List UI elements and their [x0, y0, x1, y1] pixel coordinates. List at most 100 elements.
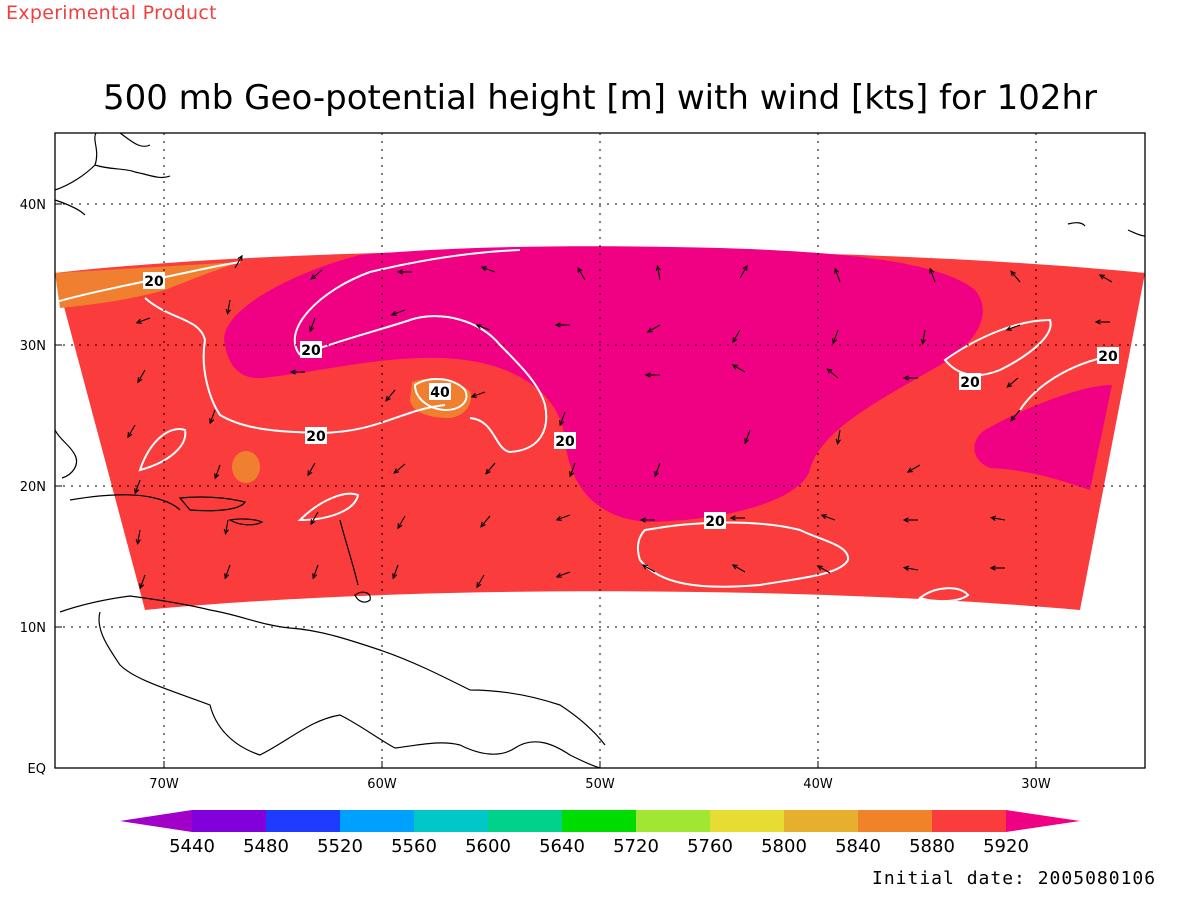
- height-band-above-5920-main: [224, 246, 983, 522]
- lon-tick-label: 50W: [585, 777, 615, 792]
- wind-arrow: [820, 514, 836, 521]
- wind-contour-40: [413, 378, 468, 412]
- lat-tick-label: EQ: [28, 762, 46, 777]
- colorbar-level-label: 5880: [909, 836, 955, 857]
- wind-arrow: [476, 574, 485, 589]
- wind-arrow: [816, 565, 831, 574]
- experimental-product-label: Experimental Product: [6, 2, 217, 24]
- wind-arrow: [480, 515, 491, 528]
- colorbar-level-label: 5800: [761, 836, 807, 857]
- map-title: 500 mb Geo-potential height [m] with win…: [102, 78, 1098, 118]
- wind-arrow: [644, 372, 660, 378]
- lat-tick-label: 20N: [20, 480, 46, 495]
- wind-arrow: [234, 254, 243, 269]
- lon-tick-labels: 70W 60W 50W 40W 30W: [149, 777, 1051, 792]
- svg-text:20: 20: [960, 375, 980, 391]
- coastline-north-america: [54, 132, 171, 216]
- svg-text:20: 20: [1098, 349, 1118, 365]
- lat-tick-label: 40N: [20, 198, 46, 213]
- wind-arrow: [396, 269, 412, 275]
- wind-arrow: [569, 462, 576, 478]
- coastline-trinidad: [354, 591, 371, 603]
- wind-arrow: [1010, 270, 1021, 283]
- wind-arrow: [902, 375, 918, 381]
- initial-date: Initial date: 2005080106: [872, 868, 1157, 889]
- colorbar-right-arrow: [1006, 810, 1080, 832]
- wind-arrow: [224, 564, 231, 580]
- wind-arrow: [826, 368, 839, 379]
- wind-arrow: [392, 564, 399, 580]
- wind-arrow: [309, 317, 316, 333]
- wind-arrow: [732, 329, 741, 344]
- colorbar-labels: 5440 5480 5520 5560 5600 5640 5720 5760 5800 5840…: [169, 836, 1029, 857]
- wind-contour-center-s: [299, 315, 548, 454]
- wind-arrow: [475, 324, 491, 331]
- colorbar-level-label: 5600: [465, 836, 511, 857]
- wind-arrow: [902, 565, 919, 571]
- wind-contour-caribbean-a: [138, 428, 187, 472]
- wind-arrow: [654, 462, 661, 478]
- wind-arrow: [137, 369, 146, 384]
- colorbar-swatch: [932, 810, 1007, 832]
- wind-arrow: [135, 529, 141, 546]
- wind-arrow: [225, 299, 231, 316]
- wind-arrow: [1005, 324, 1021, 331]
- colorbar-left-arrow: [120, 810, 192, 832]
- svg-text:20: 20: [144, 274, 164, 290]
- colorbar-level-label: 5840: [835, 836, 881, 857]
- wind-arrow: [744, 429, 751, 445]
- coastline-cuba: [69, 494, 181, 511]
- contour-label: 20: [554, 432, 576, 450]
- coastlines: [54, 132, 1146, 769]
- lat-tick-label: 10N: [20, 621, 46, 636]
- svg-text:40: 40: [430, 385, 450, 401]
- wind-arrow: [135, 317, 151, 324]
- contour-label: 20: [1097, 347, 1119, 365]
- wind-arrow: [835, 429, 841, 446]
- wind-arrow: [289, 369, 305, 375]
- lon-tick-label: 40W: [803, 777, 833, 792]
- wind-arrow: [470, 391, 486, 398]
- wind-arrow: [390, 309, 406, 316]
- wind-arrow: [906, 464, 921, 473]
- coastline-south-america: [59, 595, 606, 769]
- wind-arrow: [127, 424, 136, 439]
- contour-label: 20: [704, 512, 726, 530]
- wind-arrow: [1010, 409, 1021, 422]
- colorbar-swatch: [784, 810, 859, 832]
- contour-label: 20: [300, 341, 322, 359]
- wind-arrow: [1094, 319, 1110, 325]
- wind-arrow: [929, 267, 936, 283]
- wind-arrow: [834, 267, 841, 283]
- svg-text:20: 20: [555, 434, 575, 450]
- wind-vectors: [127, 254, 1113, 590]
- wind-arrow: [555, 571, 571, 578]
- colorbar-swatch: [562, 810, 637, 832]
- wind-arrow: [223, 519, 229, 536]
- contour-label: 20: [305, 427, 327, 445]
- colorbar-level-label: 5640: [539, 836, 585, 857]
- contour-label: 20: [959, 373, 981, 391]
- wind-arrow: [139, 574, 146, 590]
- wind-contour-west: [144, 297, 446, 435]
- wind-arrow: [310, 269, 323, 280]
- wind-arrow: [577, 266, 586, 281]
- colorbar-swatch: [340, 810, 415, 832]
- wind-arrow: [559, 411, 566, 427]
- colorbar-swatch: [414, 810, 489, 832]
- wind-arrow: [134, 479, 141, 495]
- colorbar-level-label: 5720: [613, 836, 659, 857]
- coastline-hispaniola: [178, 496, 246, 512]
- wind-contour-center-arc: [293, 249, 521, 356]
- contour-labels: 20 20 20 20 40 20 20 20: [143, 272, 1119, 530]
- colorbar-level-label: 5560: [391, 836, 437, 857]
- colorbar-level-label: 5920: [983, 836, 1029, 857]
- wind-arrow: [655, 264, 661, 281]
- wind-arrow: [641, 564, 656, 573]
- wind-arrow: [731, 364, 746, 373]
- wind-arrow: [989, 515, 1006, 521]
- colorbar: [120, 810, 1080, 832]
- colorbar-swatch: [858, 810, 933, 832]
- wind-arrow: [209, 409, 216, 425]
